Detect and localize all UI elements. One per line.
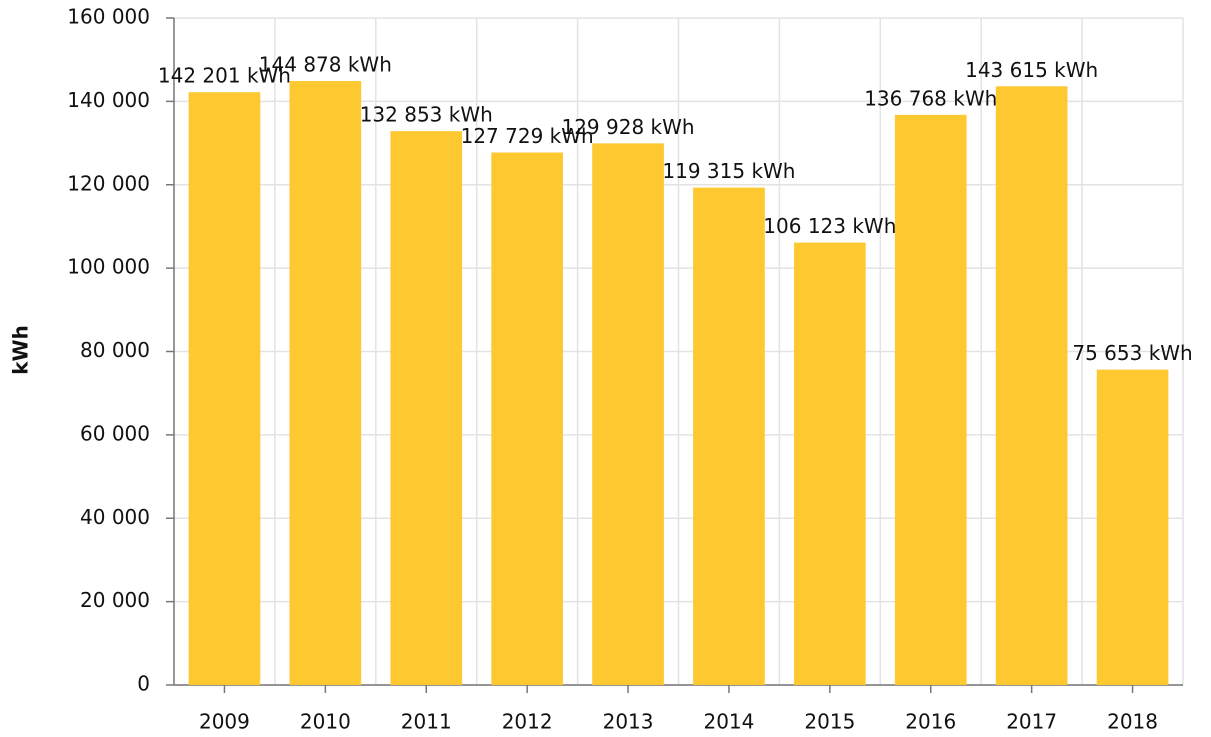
y-tick-label: 120 000 — [67, 171, 150, 195]
value-label: 144 878 kWh — [259, 53, 392, 77]
bar — [289, 81, 362, 685]
value-label: 132 853 kWh — [360, 103, 493, 127]
bar — [995, 86, 1068, 685]
y-axis-label: kWh — [9, 325, 33, 375]
value-label: 75 653 kWh — [1072, 341, 1192, 365]
x-tick-label: 2016 — [905, 710, 956, 734]
x-tick-label: 2015 — [804, 710, 855, 734]
x-tick-label: 2014 — [703, 710, 754, 734]
x-tick-label: 2012 — [502, 710, 553, 734]
x-tick-label: 2013 — [603, 710, 654, 734]
bar — [693, 187, 765, 685]
bar — [390, 131, 463, 685]
value-label: 106 123 kWh — [763, 214, 896, 238]
y-tick-label: 100 000 — [67, 255, 150, 279]
bar — [894, 114, 967, 686]
bar — [794, 242, 866, 686]
y-tick-label: 60 000 — [80, 421, 150, 445]
x-tick-label: 2017 — [1006, 710, 1057, 734]
bar — [1096, 369, 1169, 685]
y-tick-label: 140 000 — [67, 88, 150, 112]
y-tick-label: 20 000 — [80, 588, 150, 612]
bar — [188, 92, 261, 685]
x-tick-label: 2010 — [300, 710, 351, 734]
value-label: 129 928 kWh — [561, 115, 694, 139]
y-tick-label: 160 000 — [67, 5, 150, 29]
value-label: 127 729 kWh — [461, 124, 594, 148]
x-tick-label: 2018 — [1107, 710, 1158, 734]
y-tick-label: 80 000 — [80, 338, 150, 362]
x-tick-label: 2011 — [401, 710, 452, 734]
y-tick-label: 0 — [137, 672, 150, 696]
bar — [491, 152, 563, 685]
x-tick-label: 2009 — [199, 710, 250, 734]
value-label: 143 615 kWh — [965, 58, 1098, 82]
value-label: 142 201 kWh — [158, 64, 291, 88]
value-label: 136 768 kWh — [864, 86, 997, 110]
bar — [592, 143, 664, 685]
y-tick-label: 40 000 — [80, 505, 150, 529]
value-label: 119 315 kWh — [662, 159, 795, 183]
